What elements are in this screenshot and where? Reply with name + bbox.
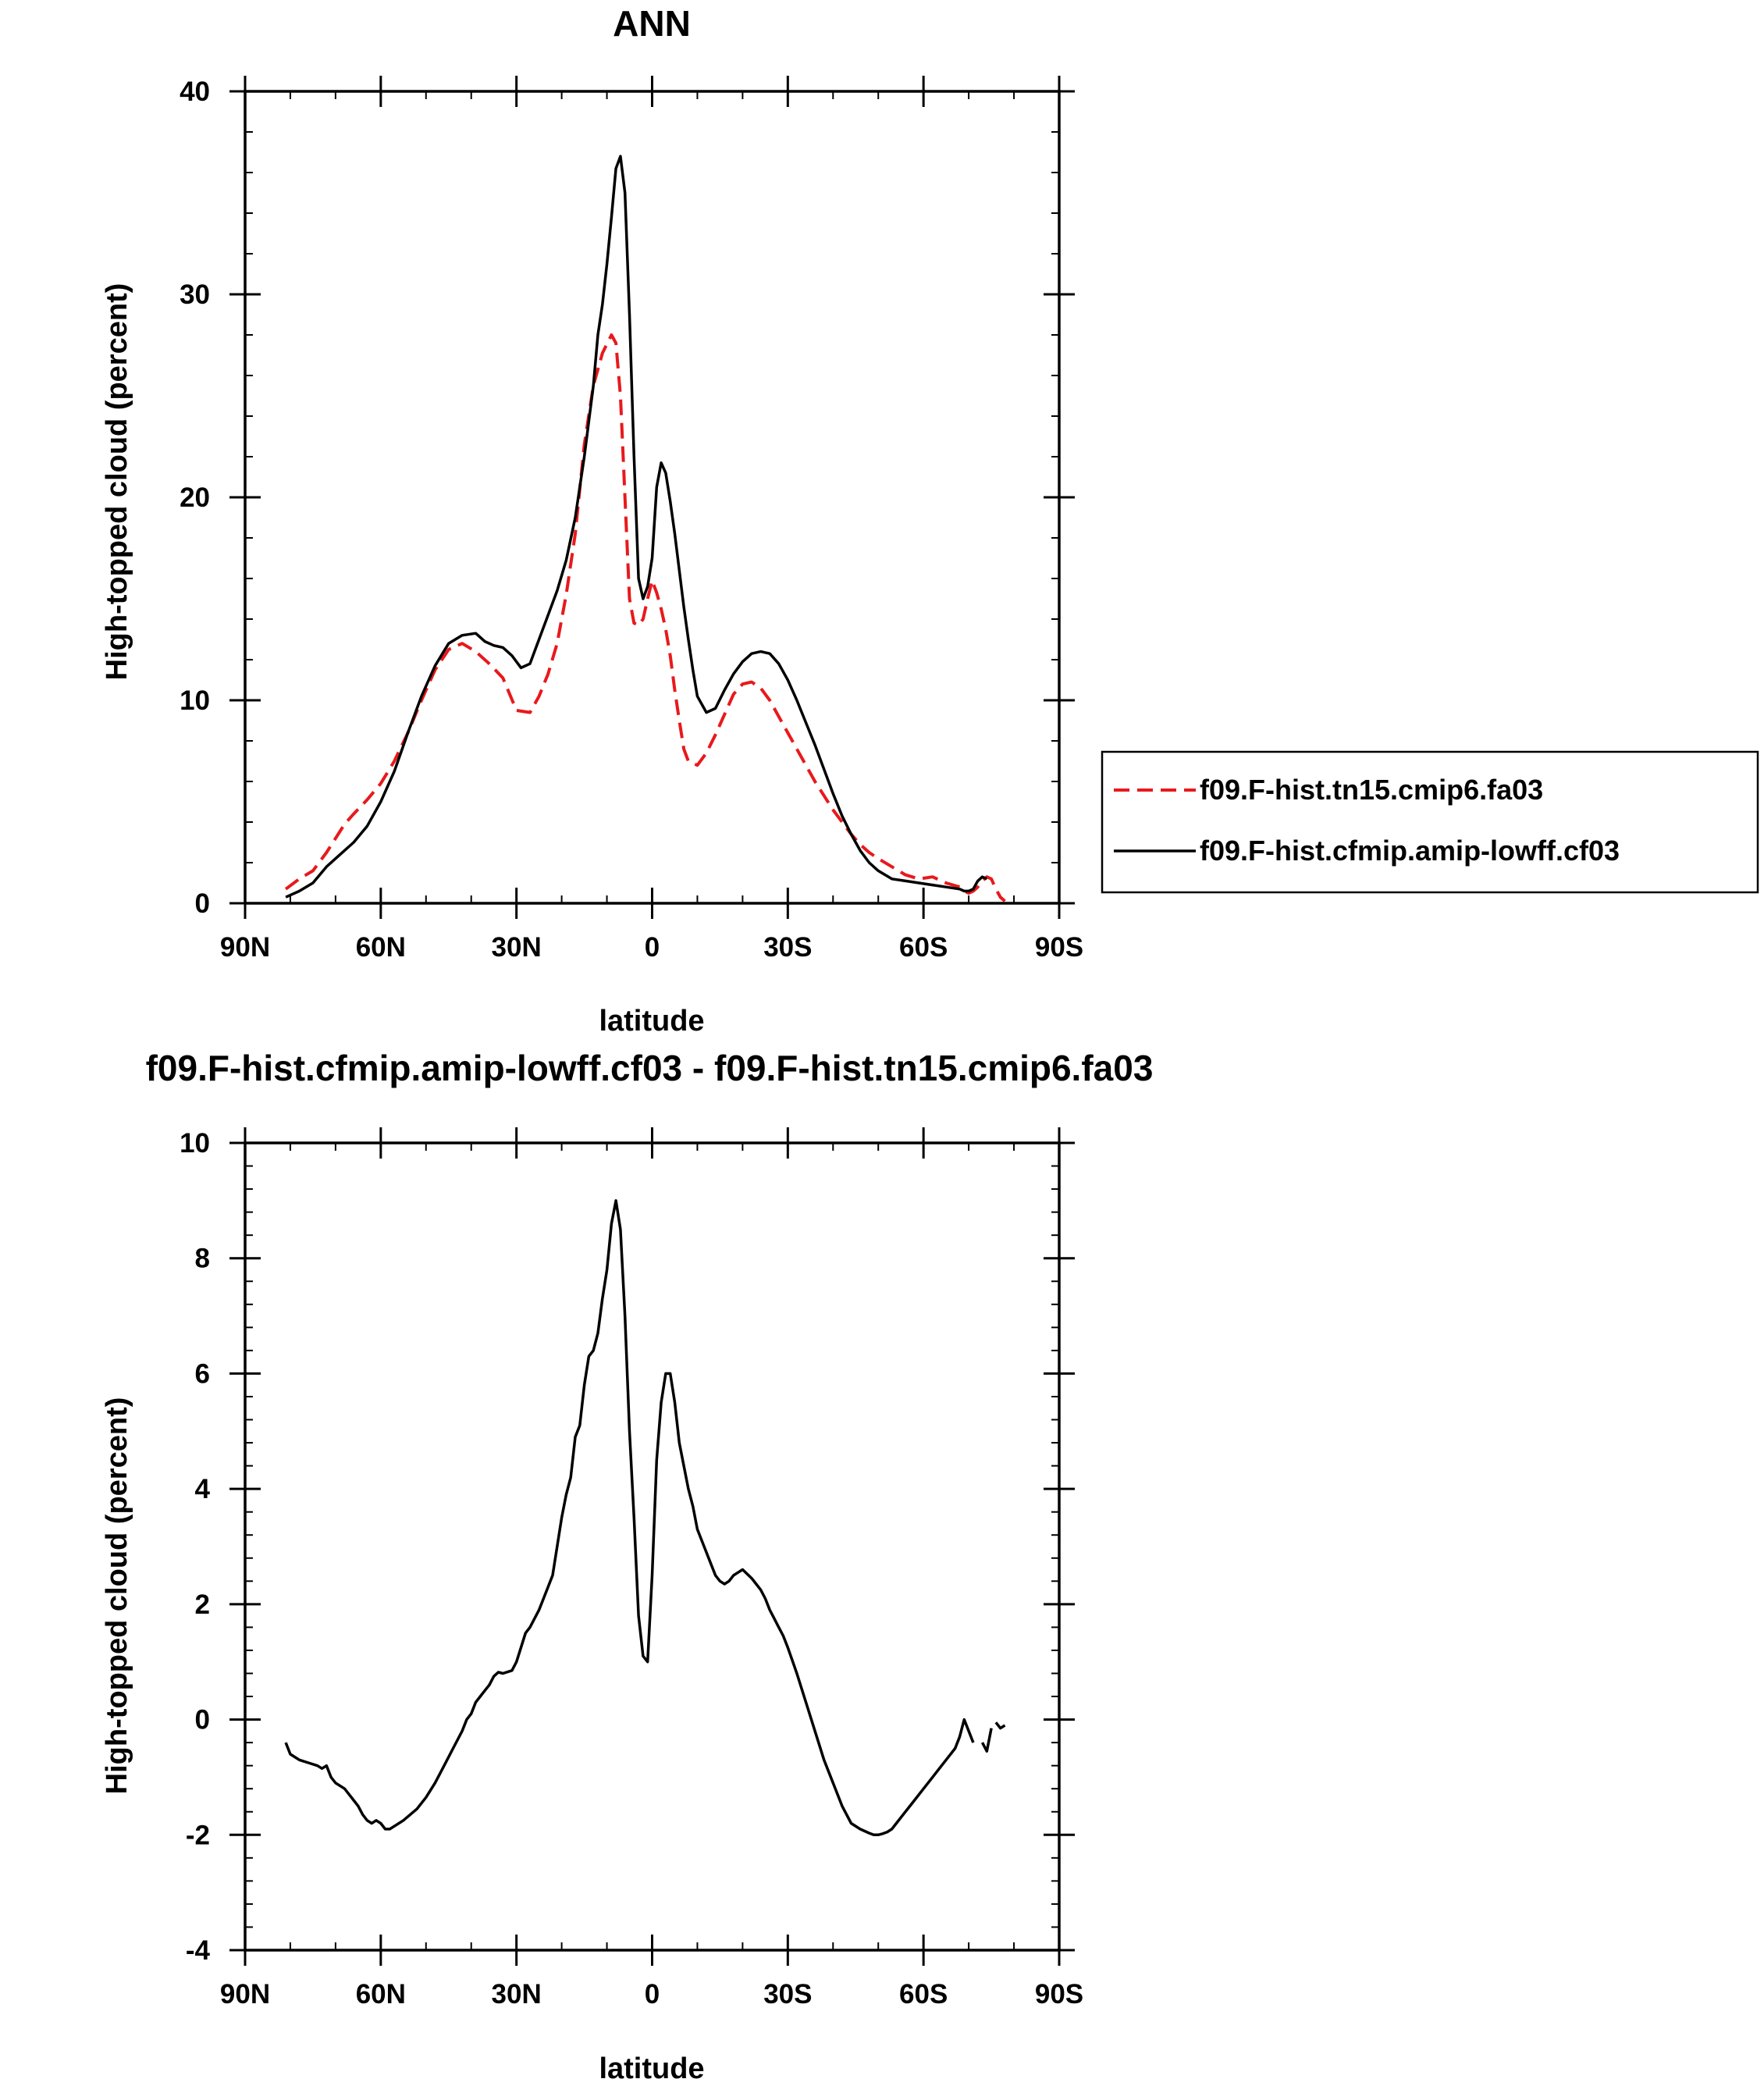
bottom-x-tick-label: 90N [220,1979,270,2009]
top-x-tick-label: 60N [356,932,406,963]
bottom-x-axis-label: latitude [599,2052,704,2085]
top-plot-area: 90N 60N 30N 0 30S 60S 90S 0 10 20 30 40 [180,76,1083,963]
bottom-chart-title: f09.F-hist.cfmip.amip-lowff.cf03 - f09.F… [146,1048,1154,1088]
bottom-series-line-cfmip [284,1199,975,1837]
top-plot-frame [244,90,1061,905]
top-x-tick-label: 90S [1035,932,1083,963]
bottom-x-tick-label: 60S [899,1979,948,2009]
top-y-tick-label: 40 [180,77,210,107]
bottom-y-tick-label: 8 [195,1244,210,1274]
bottom-y-tick-label: 2 [195,1589,210,1620]
top-x-axis-label: latitude [599,1005,704,1038]
legend-label-cfmip: f09.F-hist.cfmip.amip-lowff.cf03 [1200,835,1620,867]
bottom-y-tick-label: 6 [195,1358,210,1389]
bottom-y-tick-label: 10 [180,1128,210,1159]
bottom-y-tick-label: -4 [186,1935,211,1966]
top-x-tick-label: 60S [899,932,948,963]
bottom-y-tick-label: 4 [195,1474,211,1504]
top-series-line-cfmip [285,155,988,899]
bottom-y-tick-label: -2 [186,1820,210,1850]
top-y-tick-label: 20 [180,482,210,513]
top-x-tick-label: 0 [645,932,660,963]
top-y-tick-label: 10 [180,685,210,716]
bottom-x-tick-label: 0 [645,1979,660,2009]
bottom-x-tick-label: 90S [1035,1979,1083,2009]
legend-label-tn15: f09.F-hist.tn15.cmip6.fa03 [1200,774,1543,806]
top-chart-title: ANN [613,3,691,44]
top-x-tick-label: 90N [220,932,270,963]
bottom-y-axis-label: High-topped cloud (percent) [101,1397,133,1795]
top-series-line-tn15 [284,333,1006,902]
legend-box [1101,750,1759,894]
top-x-tick-label: 30N [492,932,542,963]
bottom-x-tick-label: 30S [763,1979,812,2009]
bottom-x-tick-label: 30N [492,1979,542,2009]
bottom-y-tick-label: 0 [195,1705,210,1735]
legend: f09.F-hist.tn15.cmip6.fa03 f09.F-hist.cf… [1101,750,1759,894]
bottom-series-line-cfmip [994,1721,1006,1730]
bottom-panel: f09.F-hist.cfmip.amip-lowff.cf03 - f09.F… [101,1048,1153,2085]
top-x-tick-label: 30S [763,932,812,963]
bottom-series-line-cfmip [980,1728,993,1753]
bottom-plot-area: 90N 60N 30N 0 30S 60S 90S -4 -2 0 2 4 6 8 10 [180,1127,1083,2009]
bottom-x-tick-label: 60N [356,1979,406,2009]
top-y-tick-label: 30 [180,279,210,310]
top-panel: ANN High-topped cloud (percent) 90N 60N 30… [101,3,1759,1038]
top-y-axis-label: High-topped cloud (percent) [101,283,133,681]
top-y-tick-label: 0 [195,888,210,919]
